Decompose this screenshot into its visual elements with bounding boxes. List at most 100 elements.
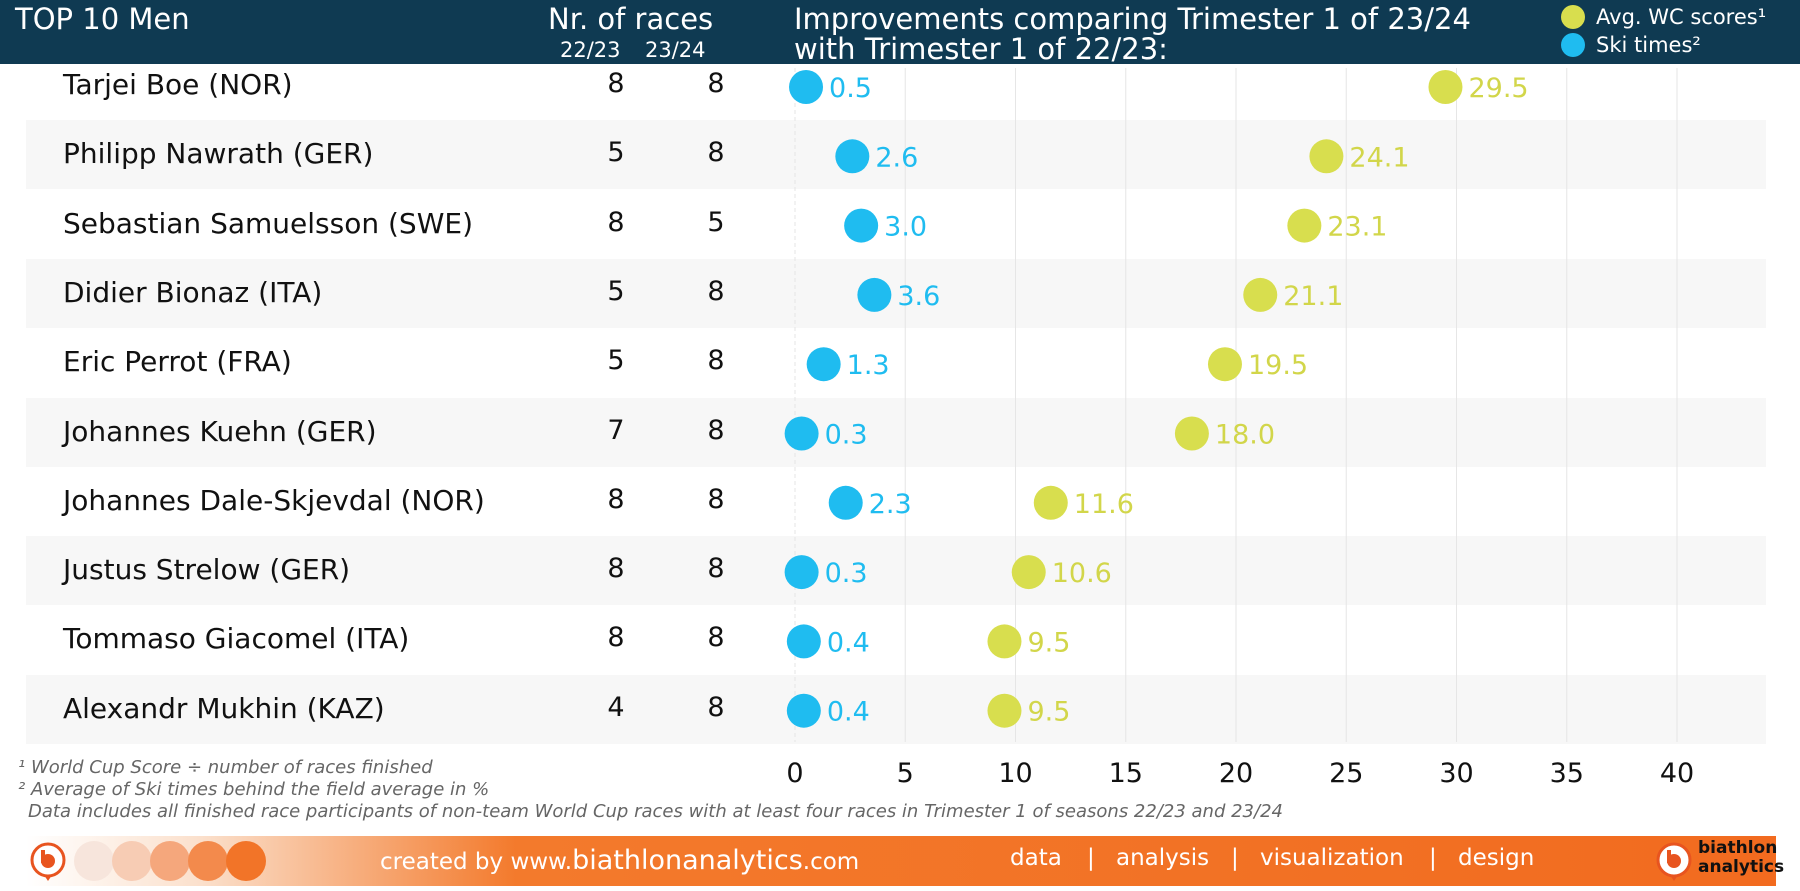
athlete-row: Alexandr Mukhin (KAZ) 4 8 <box>26 674 1766 744</box>
x-tick-label: 35 <box>1550 758 1584 789</box>
wc-score-label: 9.5 <box>1027 697 1070 728</box>
races-2324-value: 5 <box>707 206 725 238</box>
ski-time-point <box>806 347 841 382</box>
footnote-1: ¹ World Cup Score ÷ number of races fini… <box>18 757 433 778</box>
ski-time-point <box>784 416 819 451</box>
races-2223-value: 8 <box>607 553 625 585</box>
legend-item-wc-scores: Avg. WC scores¹ <box>1561 5 1766 29</box>
legend-swatch-wc-scores <box>1561 5 1585 29</box>
wc-score-point <box>1243 277 1278 312</box>
races-2324-value: 8 <box>707 622 725 654</box>
races-2223-value: 5 <box>607 275 625 307</box>
ski-time-label: 0.4 <box>827 627 870 658</box>
decor-bubble-1 <box>74 841 114 881</box>
ski-time-label: 1.3 <box>847 350 890 381</box>
biathlon-logo-icon <box>30 842 66 881</box>
races-2324-value: 8 <box>707 691 725 723</box>
athlete-name: Justus Strelow (GER) <box>63 553 351 587</box>
races-2223-value: 8 <box>607 483 625 515</box>
races-2324-value: 8 <box>707 345 725 377</box>
nav-separator: | <box>1429 845 1437 871</box>
wc-score-point <box>1207 347 1242 382</box>
ski-time-point <box>786 693 821 728</box>
decor-bubble-5 <box>226 841 266 881</box>
athlete-row: Tarjei Boe (NOR) 8 8 <box>26 51 1766 120</box>
decor-bubble-2 <box>112 841 152 881</box>
wc-score-point <box>1033 485 1068 520</box>
footer-bar: created by www.biathlonanalytics.com dat… <box>26 836 1784 886</box>
athlete-row: Sebastian Samuelsson (SWE) 8 5 <box>26 190 1766 259</box>
races-2324-value: 8 <box>707 414 725 446</box>
legend-swatch-ski-times <box>1561 33 1585 57</box>
wc-score-point <box>987 693 1022 728</box>
chart-title-line2: with Trimester 1 of 22/23: <box>794 32 1168 66</box>
footnote-3: Data includes all finished race particip… <box>28 801 1283 822</box>
athlete-row: Justus Strelow (GER) 8 8 <box>26 536 1766 606</box>
season-2324-header: 23/24 <box>645 38 706 62</box>
athlete-row: Didier Bionaz (ITA) 5 8 <box>26 258 1766 328</box>
wc-score-point <box>1287 208 1322 243</box>
x-tick-label: 15 <box>1109 758 1143 789</box>
ski-time-point <box>844 208 879 243</box>
races-2223-value: 5 <box>607 137 625 169</box>
races-2324-value: 8 <box>707 483 725 515</box>
x-tick-label: 20 <box>1219 758 1253 789</box>
created-prefix: created by www. <box>380 849 573 875</box>
wc-score-label: 23.1 <box>1327 212 1387 243</box>
ski-time-point <box>789 70 824 104</box>
races-2223-value: 4 <box>607 691 625 723</box>
athlete-name: Tommaso Giacomel (ITA) <box>63 622 410 656</box>
brand-line-2: analytics <box>1698 857 1785 877</box>
athlete-row: Tommaso Giacomel (ITA) 8 8 <box>26 605 1766 674</box>
races-2223-value: 5 <box>607 345 625 377</box>
ski-time-label: 0.3 <box>825 420 868 451</box>
wc-score-label: 11.6 <box>1074 489 1134 520</box>
wc-score-label: 29.5 <box>1468 73 1528 104</box>
athlete-name: Philipp Nawrath (GER) <box>63 137 374 171</box>
x-tick-label: 25 <box>1329 758 1363 789</box>
brand-logo-icon <box>1656 842 1692 881</box>
races-column-title: Nr. of races <box>548 2 714 36</box>
wc-score-label: 21.1 <box>1283 281 1343 312</box>
brand-line-1: biathlon <box>1698 838 1778 858</box>
created-domain: biathlonanalytics <box>572 845 803 876</box>
races-2324-value: 8 <box>707 553 725 585</box>
athlete-name: Tarjei Boe (NOR) <box>63 68 293 101</box>
wc-score-label: 19.5 <box>1248 350 1308 381</box>
legend-label-wc-scores: Avg. WC scores¹ <box>1596 5 1767 29</box>
athlete-name: Johannes Kuehn (GER) <box>63 414 377 448</box>
nav-data[interactable]: data <box>1010 845 1062 871</box>
athlete-row: Philipp Nawrath (GER) 5 8 <box>26 120 1766 190</box>
x-tick-label: 10 <box>998 758 1032 789</box>
races-2324-value: 8 <box>707 68 725 99</box>
athlete-name: Johannes Dale-Skjevdal (NOR) <box>63 483 485 517</box>
ski-time-point <box>857 277 892 312</box>
athlete-row: Johannes Dale-Skjevdal (NOR) 8 8 <box>26 467 1766 536</box>
x-tick-label: 30 <box>1439 758 1473 789</box>
wc-score-point <box>1174 416 1209 451</box>
wc-score-label: 24.1 <box>1349 142 1409 173</box>
chart-title-line1: Improvements comparing Trimester 1 of 23… <box>794 2 1471 36</box>
decor-bubble-4 <box>188 841 228 881</box>
nav-design[interactable]: design <box>1458 845 1535 871</box>
ski-time-point <box>784 555 819 590</box>
ski-time-label: 0.4 <box>827 697 870 728</box>
athlete-name: Didier Bionaz (ITA) <box>63 275 323 309</box>
nav-separator: | <box>1087 845 1095 871</box>
x-tick-label: 40 <box>1660 758 1694 789</box>
ski-time-label: 0.5 <box>829 73 872 104</box>
ski-time-point <box>786 624 821 659</box>
ski-time-label: 0.3 <box>825 558 868 589</box>
races-2223-value: 8 <box>607 622 625 654</box>
athlete-row: Eric Perrot (FRA) 5 8 <box>26 328 1766 397</box>
athlete-name: Eric Perrot (FRA) <box>63 345 292 379</box>
created-by-link[interactable]: created by www.biathlonanalytics.com <box>380 845 859 876</box>
nav-analysis[interactable]: analysis <box>1116 845 1210 871</box>
nav-visualization[interactable]: visualization <box>1260 845 1404 871</box>
season-2223-header: 22/23 <box>560 38 621 62</box>
header-bar: TOP 10 Men Nr. of races 22/23 23/24 Impr… <box>0 0 1800 66</box>
races-2223-value: 8 <box>607 68 625 99</box>
athlete-row: Johannes Kuehn (GER) 7 8 <box>26 397 1766 467</box>
created-suffix: .com <box>802 849 860 875</box>
brand-name: biathlon analytics <box>1698 839 1784 877</box>
